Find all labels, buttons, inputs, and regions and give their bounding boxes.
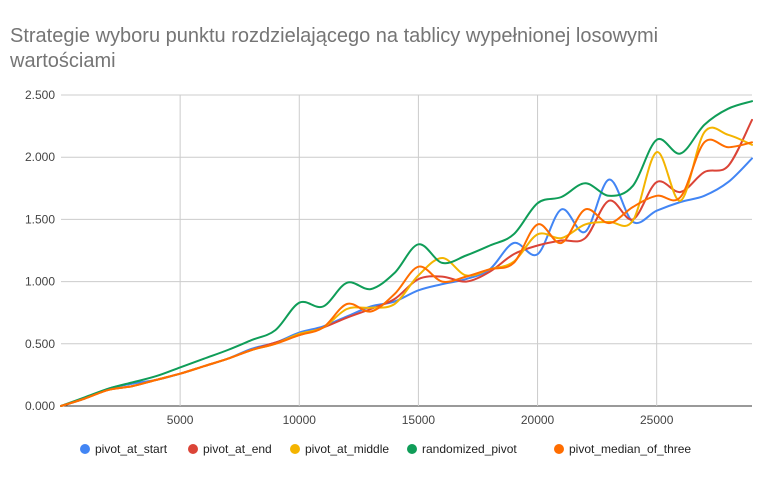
y-tick-label: 2.500 — [25, 88, 55, 102]
series-line-pivot-at-end — [60, 118, 753, 407]
legend-marker-randomized-pivot — [407, 444, 417, 454]
legend-label-randomized-pivot: randomized_pivot — [422, 442, 517, 456]
y-tick-label: 0.500 — [25, 337, 55, 351]
y-tick-label: 1.500 — [25, 212, 55, 226]
grid — [61, 94, 752, 407]
series-line-pivot-at-middle — [60, 126, 753, 407]
legend-label-pivot-median-of-three: pivot_median_of_three — [569, 442, 691, 456]
y-tick-label: 2.000 — [25, 150, 55, 164]
legend-marker-pivot-at-end — [188, 444, 198, 454]
x-axis-ticks: 5000 10000 15000 20000 25000 — [167, 413, 674, 427]
y-tick-label: 1.000 — [25, 275, 55, 289]
x-tick-label: 20000 — [521, 413, 555, 427]
legend-label-pivot-at-end: pivot_at_end — [203, 442, 272, 456]
legend: pivot_at_start pivot_at_end pivot_at_middl… — [80, 442, 691, 456]
legend-marker-pivot-at-middle — [290, 444, 300, 454]
series-line-pivot-median-of-three — [60, 138, 753, 407]
x-tick-label: 15000 — [402, 413, 436, 427]
x-tick-label: 10000 — [283, 413, 317, 427]
x-tick-label: 5000 — [167, 413, 194, 427]
series-lines — [60, 100, 753, 407]
legend-marker-pivot-median-of-three — [554, 444, 564, 454]
chart-title: Strategie wyboru punktu rozdzielającego … — [10, 25, 659, 72]
legend-marker-pivot-at-start — [80, 444, 90, 454]
y-tick-label: 0.000 — [25, 399, 55, 413]
legend-label-pivot-at-start: pivot_at_start — [95, 442, 168, 456]
legend-label-pivot-at-middle: pivot_at_middle — [305, 442, 389, 456]
y-axis-ticks: 0.000 0.500 1.000 1.500 2.000 2.500 — [25, 88, 55, 413]
series-line-randomized-pivot — [60, 100, 753, 407]
x-tick-label: 25000 — [640, 413, 674, 427]
